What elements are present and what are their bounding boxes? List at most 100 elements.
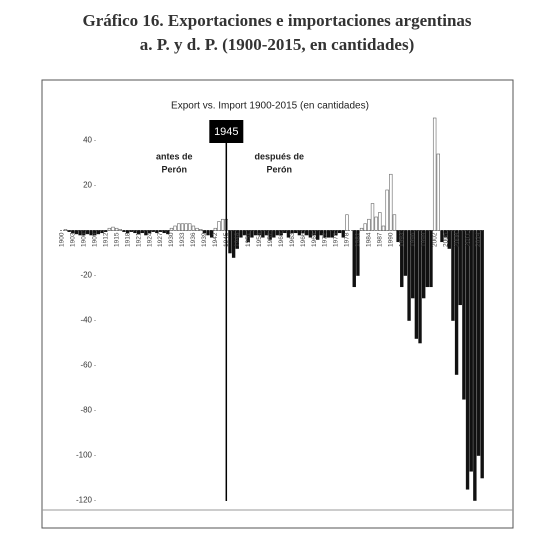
bar: [239, 230, 243, 238]
bar: [166, 230, 170, 235]
bar: [67, 230, 71, 232]
bar: [403, 230, 408, 276]
bar: [283, 230, 287, 234]
bar: [85, 230, 90, 235]
annotation: Perón: [162, 164, 188, 174]
bar: [104, 230, 108, 232]
y-tick-label: -40: [80, 316, 92, 325]
bar: [443, 230, 448, 238]
bar: [89, 230, 93, 236]
bar: [71, 230, 75, 234]
x-tick-label: 1912: [102, 232, 109, 247]
bar: [118, 229, 122, 231]
x-tick-label: 1993: [398, 232, 405, 247]
bar: [440, 230, 444, 243]
annotation: Perón: [267, 164, 293, 174]
bar: [144, 230, 148, 236]
x-tick-label: 1963: [289, 232, 296, 247]
marker-box: [209, 120, 244, 143]
bar: [297, 230, 302, 236]
bar: [374, 216, 378, 231]
x-tick-label: 1975: [333, 232, 340, 247]
bar: [326, 230, 331, 238]
bar: [202, 230, 207, 234]
bar: [337, 230, 342, 234]
bar: [370, 203, 375, 231]
x-tick-label: 2014: [475, 232, 482, 247]
bar: [294, 230, 298, 234]
bar: [432, 117, 437, 231]
x-tick-label: 1984: [366, 232, 373, 247]
bar: [199, 229, 203, 231]
x-tick-label: 1918: [124, 232, 131, 247]
bar: [418, 230, 422, 344]
bar: [125, 230, 130, 234]
x-tick-label: 1930: [168, 232, 175, 247]
x-tick-label: 1921: [135, 232, 142, 247]
bar: [155, 230, 159, 234]
bar: [133, 230, 137, 234]
x-tick-label: 1924: [146, 232, 153, 247]
bar: [158, 230, 163, 232]
chart-title: Export vs. Import 1900-2015 (en cantidad…: [171, 101, 369, 112]
bar: [136, 230, 141, 235]
bar: [188, 223, 192, 231]
x-tick-label: 1939: [201, 232, 208, 247]
bar: [122, 230, 126, 232]
bar: [392, 214, 397, 231]
bar: [210, 230, 214, 238]
bar: [100, 230, 104, 234]
x-tick-label: 1972: [322, 232, 329, 247]
bar: [206, 230, 210, 236]
bar: [264, 230, 269, 236]
bar: [235, 230, 239, 249]
x-tick-label: 1936: [190, 232, 197, 247]
bar: [290, 230, 294, 234]
y-tick-label: -100: [76, 451, 93, 460]
bar: [275, 230, 280, 236]
y-tick-label: -20: [80, 271, 92, 280]
bar: [400, 230, 404, 288]
bar: [363, 223, 367, 231]
bar: [151, 230, 155, 232]
bar: [352, 230, 356, 288]
annotation: antes de: [156, 151, 193, 161]
x-tick-label: 1981: [355, 232, 362, 247]
bar: [422, 230, 426, 299]
bar: [217, 221, 221, 231]
bar: [257, 230, 261, 236]
bar: [147, 230, 152, 234]
x-tick-label: 1957: [267, 232, 274, 247]
bar: [462, 230, 466, 400]
x-tick-label: 2005: [442, 232, 449, 247]
y-tick-label: 40: [83, 136, 92, 145]
bar: [246, 230, 250, 243]
bar: [96, 230, 101, 235]
bar: [458, 230, 462, 306]
bar: [407, 230, 411, 321]
bar: [469, 230, 473, 472]
bar: [250, 230, 254, 238]
bar: [429, 230, 433, 288]
bar: [140, 230, 144, 234]
bar: [272, 230, 276, 238]
bar: [480, 230, 484, 479]
bar: [396, 230, 400, 243]
bar: [195, 227, 199, 231]
page-title: Gráfico 16. Exportaciones e importacione…: [82, 11, 471, 30]
bar: [228, 230, 232, 254]
x-tick-label: 2008: [453, 232, 460, 247]
bar: [286, 230, 291, 238]
bar: [231, 230, 236, 258]
x-tick-label: 1960: [278, 232, 285, 247]
bar: [301, 230, 305, 234]
bar: [414, 230, 419, 339]
y-tick-label: -120: [76, 496, 93, 505]
bar: [454, 230, 459, 375]
x-tick-label: 1906: [80, 232, 87, 247]
bar: [330, 230, 334, 238]
x-tick-label: 1909: [91, 232, 98, 247]
chart-frame: [41, 79, 514, 529]
bar: [381, 225, 386, 231]
